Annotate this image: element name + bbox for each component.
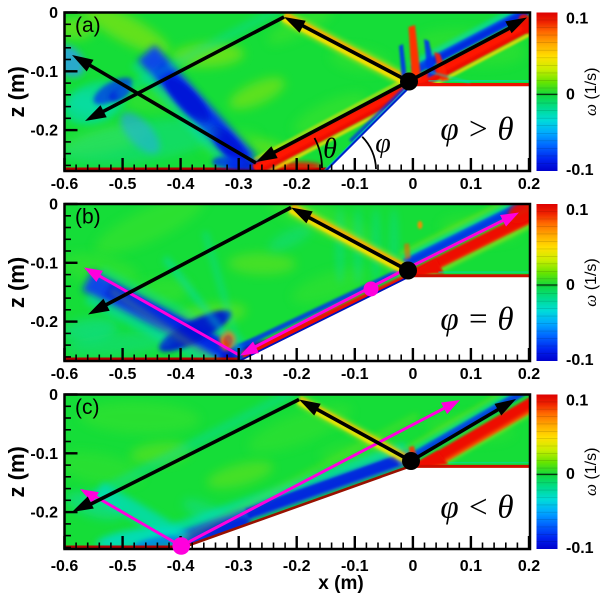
svg-text:0: 0 (566, 86, 575, 103)
svg-text:0: 0 (408, 366, 417, 383)
svg-text:-0.1: -0.1 (341, 176, 369, 193)
svg-text:-0.1: -0.1 (566, 352, 594, 369)
svg-text:z (m): z (m) (4, 446, 29, 497)
svg-text:-0.1: -0.1 (341, 558, 369, 575)
svg-text:0.1: 0.1 (566, 11, 588, 28)
svg-text:-0.6: -0.6 (51, 366, 79, 383)
svg-text:-0.2: -0.2 (30, 505, 58, 522)
svg-text:-0.1: -0.1 (30, 446, 58, 463)
svg-text:z (m): z (m) (4, 257, 29, 308)
svg-text:(b): (b) (75, 206, 101, 229)
svg-text:z (m): z (m) (4, 66, 29, 117)
svg-text:0: 0 (408, 558, 417, 575)
svg-text:0: 0 (49, 197, 58, 214)
svg-text:ω (1/s): ω (1/s) (581, 258, 600, 306)
svg-text:0.1: 0.1 (566, 202, 588, 219)
svg-text:-0.6: -0.6 (51, 176, 79, 193)
svg-text:-0.5: -0.5 (109, 176, 137, 193)
svg-text:0: 0 (566, 277, 575, 294)
svg-text:ω (1/s): ω (1/s) (581, 448, 600, 496)
svg-text:0.1: 0.1 (566, 393, 588, 410)
svg-text:-0.1: -0.1 (341, 366, 369, 383)
svg-text:(c): (c) (75, 396, 100, 419)
svg-text:0.1: 0.1 (460, 366, 482, 383)
svg-text:-0.4: -0.4 (167, 558, 195, 575)
svg-text:-0.6: -0.6 (51, 558, 79, 575)
svg-text:-0.4: -0.4 (167, 176, 195, 193)
svg-text:-0.1: -0.1 (30, 64, 58, 81)
svg-text:(a): (a) (75, 14, 101, 37)
svg-text:0: 0 (49, 5, 58, 22)
svg-text:φ: φ (375, 128, 391, 159)
svg-text:0.2: 0.2 (518, 176, 540, 193)
svg-text:-0.4: -0.4 (167, 366, 195, 383)
svg-text:ω (1/s): ω (1/s) (581, 68, 600, 116)
svg-text:-0.3: -0.3 (225, 558, 253, 575)
svg-text:-0.2: -0.2 (283, 366, 311, 383)
svg-text:-0.2: -0.2 (30, 314, 58, 331)
svg-text:0.2: 0.2 (518, 366, 540, 383)
svg-text:0.2: 0.2 (518, 558, 540, 575)
svg-text:-0.2: -0.2 (283, 558, 311, 575)
svg-text:-0.5: -0.5 (109, 558, 137, 575)
svg-text:0: 0 (566, 466, 575, 483)
svg-text:-0.2: -0.2 (283, 176, 311, 193)
svg-text:-0.1: -0.1 (566, 162, 594, 179)
svg-text:0.1: 0.1 (460, 176, 482, 193)
svg-text:-0.1: -0.1 (30, 255, 58, 272)
svg-text:θ: θ (323, 134, 337, 165)
svg-text:x (m): x (m) (318, 573, 363, 594)
svg-text:φ = θ: φ = θ (440, 302, 513, 338)
svg-text:0: 0 (408, 176, 417, 193)
svg-text:0: 0 (49, 387, 58, 404)
svg-text:φ > θ: φ > θ (440, 112, 513, 148)
svg-text:-0.2: -0.2 (30, 123, 58, 140)
svg-text:φ < θ: φ < θ (440, 490, 513, 526)
svg-text:-0.5: -0.5 (109, 366, 137, 383)
svg-text:0.1: 0.1 (460, 558, 482, 575)
svg-text:-0.1: -0.1 (566, 540, 594, 557)
svg-text:-0.3: -0.3 (225, 366, 253, 383)
svg-text:-0.3: -0.3 (225, 176, 253, 193)
